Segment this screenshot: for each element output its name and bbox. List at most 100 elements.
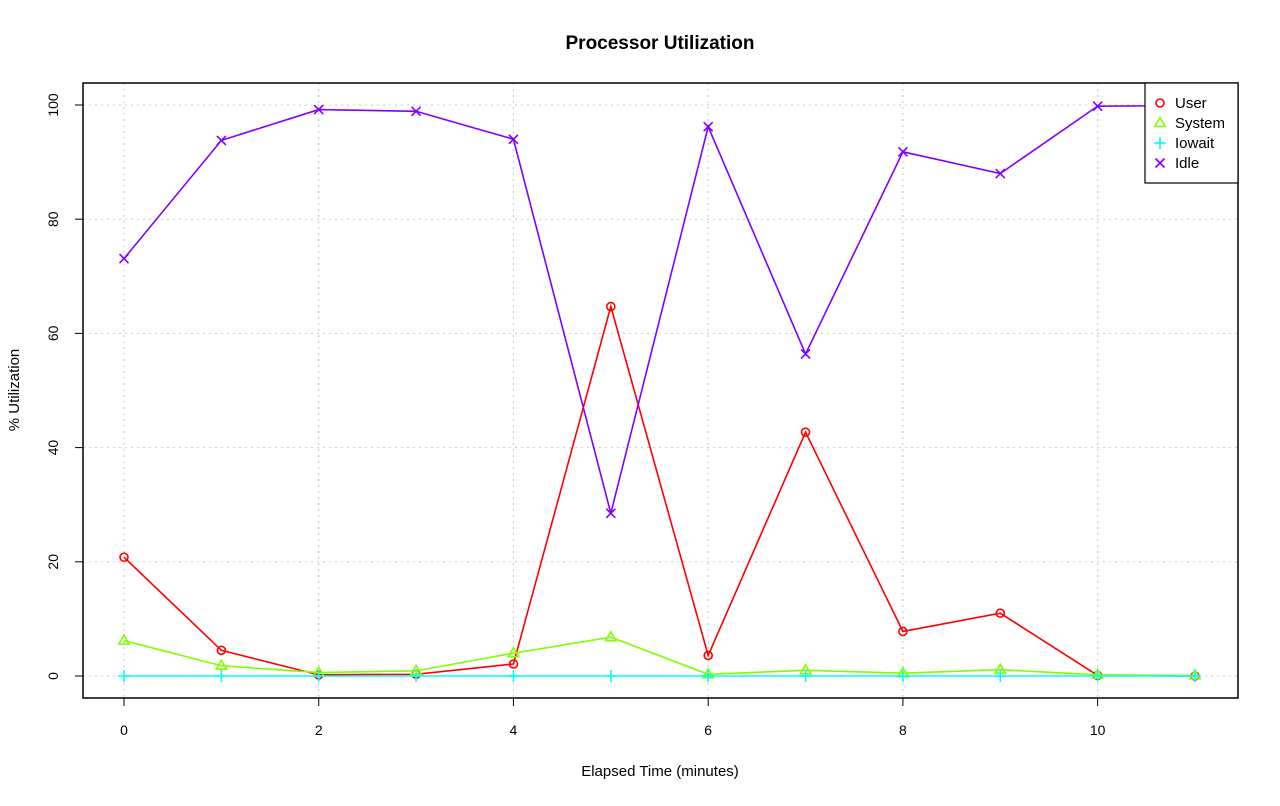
data-point-idle xyxy=(605,508,616,519)
legend-marker-user xyxy=(1155,98,1165,108)
marker-circle xyxy=(703,650,713,661)
data-point-idle xyxy=(313,104,324,115)
marker-x-b xyxy=(995,168,1006,179)
marker-triangle xyxy=(117,633,131,645)
legend-item-idle: Idle xyxy=(1154,155,1199,172)
data-point-user xyxy=(606,301,616,312)
marker-x-b xyxy=(1092,101,1103,112)
data-point-system xyxy=(506,646,521,658)
chart-title: Processor Utilization xyxy=(566,33,755,54)
data-point-idle xyxy=(995,168,1006,179)
data-point-iowait xyxy=(604,670,617,682)
legend-label-idle: Idle xyxy=(1175,155,1199,172)
legend-marker-idle xyxy=(1154,157,1166,169)
data-point-user xyxy=(800,427,811,437)
marker-circle xyxy=(1155,98,1165,108)
legend-label-user: User xyxy=(1175,95,1207,112)
data-point-idle xyxy=(411,106,422,117)
legend-label-system: System xyxy=(1175,115,1225,132)
data-point-idle xyxy=(216,135,227,146)
series-user xyxy=(119,301,1200,681)
marker-x-b xyxy=(800,348,811,360)
data-point-user xyxy=(508,659,519,669)
data-point-system xyxy=(214,658,228,671)
data-point-iowait xyxy=(994,670,1007,682)
legend-label-iowait: Iowait xyxy=(1175,135,1215,152)
x-tick-label: 10 xyxy=(1090,722,1106,738)
marker-x-b xyxy=(216,135,227,146)
marker-x-b xyxy=(508,134,519,145)
y-tick-label: 60 xyxy=(45,325,61,341)
y-tick-label: 80 xyxy=(45,211,61,227)
legend-item-system: System xyxy=(1153,115,1225,132)
data-point-iowait xyxy=(507,670,520,682)
data-point-iowait xyxy=(410,670,423,682)
marker-circle xyxy=(216,645,227,656)
data-point-iowait xyxy=(215,670,228,682)
marker-x-b xyxy=(1154,157,1166,169)
data-point-system xyxy=(604,630,618,642)
data-point-iowait xyxy=(312,670,325,682)
x-tick-label: 0 xyxy=(120,722,128,738)
data-point-idle xyxy=(1092,101,1103,112)
plot-frame xyxy=(82,82,1239,699)
marker-circle xyxy=(800,427,811,437)
data-point-user xyxy=(119,552,129,563)
marker-triangle xyxy=(506,646,521,658)
series-line-idle xyxy=(123,104,1196,514)
y-axis-label: % Utilization xyxy=(6,349,23,432)
data-point-idle xyxy=(703,121,714,132)
y-tick-label: 100 xyxy=(45,93,61,117)
legend: User System Iowait Idle xyxy=(1144,82,1239,184)
data-point-idle xyxy=(118,253,130,264)
marker-x-b xyxy=(703,121,714,132)
marker-circle xyxy=(898,626,908,637)
x-tick-label: 6 xyxy=(704,722,712,738)
grid-layer xyxy=(83,83,1238,698)
legend-marker-system xyxy=(1153,115,1167,128)
data-point-iowait xyxy=(896,670,909,682)
marker-circle xyxy=(508,659,519,669)
data-point-user xyxy=(995,608,1006,618)
legend-item-iowait: Iowait xyxy=(1154,135,1215,152)
marker-circle xyxy=(606,301,616,312)
marker-x-b xyxy=(411,106,422,117)
marker-x-b xyxy=(605,508,616,519)
x-tick-label: 8 xyxy=(899,722,907,738)
data-point-user xyxy=(703,650,713,661)
series-layer xyxy=(117,100,1202,682)
data-point-iowait xyxy=(1091,670,1104,682)
legend-marker-iowait xyxy=(1154,137,1166,149)
marker-circle xyxy=(119,552,129,563)
x-tick-label: 2 xyxy=(315,722,323,738)
marker-circle xyxy=(995,608,1006,618)
series-line-user xyxy=(123,303,1196,677)
y-tick-label: 0 xyxy=(45,672,61,680)
legend-item-user: User xyxy=(1155,95,1207,112)
data-point-system xyxy=(117,633,131,645)
data-point-idle xyxy=(508,134,519,145)
data-point-iowait xyxy=(118,670,130,682)
series-idle xyxy=(118,100,1201,519)
data-point-iowait xyxy=(799,670,812,682)
series-system xyxy=(117,630,1202,680)
series-iowait xyxy=(118,670,1201,682)
data-point-user xyxy=(216,645,227,656)
marker-x-b xyxy=(118,253,130,264)
marker-x-b xyxy=(313,104,324,115)
data-point-idle xyxy=(800,348,811,360)
series-line-system xyxy=(123,636,1196,677)
marker-triangle xyxy=(1153,115,1167,128)
marker-triangle xyxy=(604,630,618,642)
marker-triangle xyxy=(214,658,228,671)
y-tick-label: 40 xyxy=(45,440,61,456)
y-tick-label: 20 xyxy=(45,554,61,570)
data-point-idle xyxy=(897,146,908,157)
marker-x-b xyxy=(897,146,908,157)
x-tick-label: 4 xyxy=(510,722,518,738)
data-point-iowait xyxy=(702,670,715,682)
x-axis-label: Elapsed Time (minutes) xyxy=(581,763,739,780)
